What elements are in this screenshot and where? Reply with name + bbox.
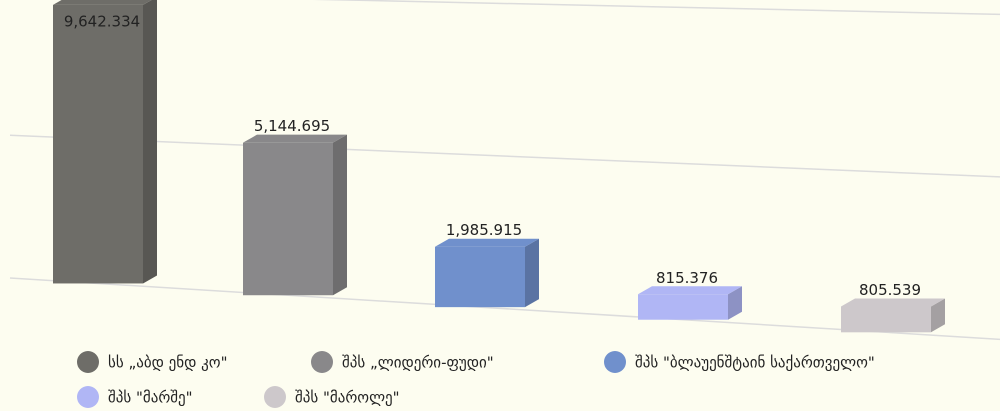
bar xyxy=(53,4,143,284)
bar-top xyxy=(435,238,539,247)
bar xyxy=(243,142,333,296)
legend-label: შპს "ბლაუენშტაინ საქართველო" xyxy=(635,354,875,372)
data-label: 1,985.915 xyxy=(446,221,522,239)
bar-side xyxy=(728,286,742,320)
bar xyxy=(638,294,728,320)
data-label: 9,642.334 xyxy=(64,13,140,31)
legend-label: შპს „ლიდერი-ფუდი" xyxy=(342,354,494,372)
data-label: 805.539 xyxy=(859,281,921,299)
bar-side xyxy=(333,134,347,296)
data-label: 5,144.695 xyxy=(254,117,330,135)
legend-marker xyxy=(77,351,99,373)
legend-marker xyxy=(77,386,99,408)
legend-label: სს „აბდ ენდ კო" xyxy=(108,354,227,372)
bar-side xyxy=(931,298,945,333)
data-label: 815.376 xyxy=(656,269,718,287)
legend-marker xyxy=(311,351,333,373)
bar-side xyxy=(143,0,157,284)
bar-side xyxy=(525,238,539,308)
bar-top xyxy=(638,286,742,295)
grid-line xyxy=(9,277,1000,341)
legend-marker xyxy=(264,386,286,408)
grid-line xyxy=(312,0,1000,16)
grid-line xyxy=(9,134,1000,178)
legend-label: შპს "მაროლე" xyxy=(295,389,400,407)
bar xyxy=(435,246,525,308)
bar-top xyxy=(841,298,945,307)
legend-marker xyxy=(604,351,626,373)
bar-top xyxy=(53,0,152,5)
bar xyxy=(841,306,931,333)
legend-label: შპს "მარშე" xyxy=(108,389,193,407)
bar-top xyxy=(243,134,347,143)
